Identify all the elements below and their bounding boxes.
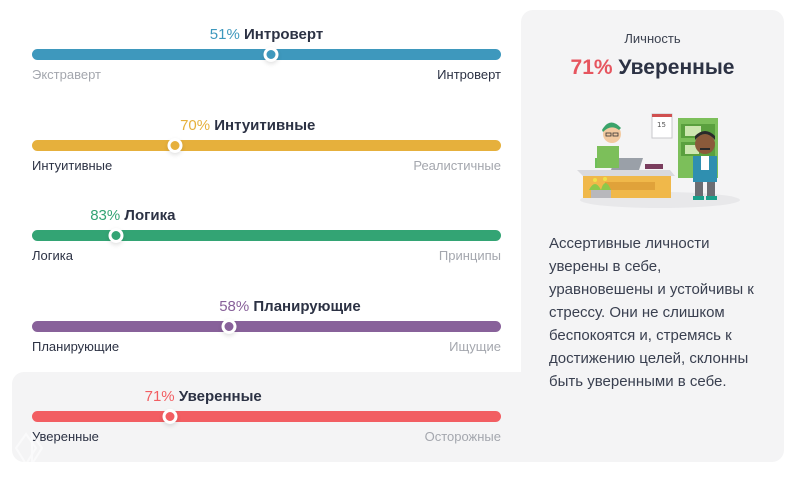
trait-percent: 71% [144, 388, 175, 405]
trait-left-label: Экстраверт [32, 67, 101, 82]
detail-name: Уверенные [618, 56, 735, 79]
trait-title: 83% Логика [90, 207, 175, 227]
trait-title: 58% Планирующие [219, 298, 360, 318]
trait-bar [32, 230, 501, 241]
detail-title: 71% Уверенные [521, 56, 784, 80]
svg-text:15: 15 [657, 121, 666, 129]
trait-bar [32, 411, 501, 422]
trait-percent: 58% [219, 298, 250, 315]
trait-name: Интуитивные [214, 117, 316, 134]
trait-right-label: Интроверт [437, 67, 501, 82]
trait-row-energy[interactable]: 51% Интроверт Экстраверт Интроверт [32, 26, 501, 96]
trait-left-label: Уверенные [32, 429, 99, 444]
trait-bar [32, 321, 501, 332]
trait-name: Уверенные [178, 388, 262, 405]
trait-title: 70% Интуитивные [180, 117, 315, 137]
trait-row-identity[interactable]: 71% Уверенные Уверенные Осторожные [32, 388, 501, 458]
trait-left-label: Планирующие [32, 339, 120, 354]
trait-right-label: Ищущие [449, 339, 501, 354]
trait-bar [32, 140, 501, 151]
trait-title: 71% Уверенные [145, 388, 262, 408]
office-scene-illustration: 15 [577, 113, 740, 208]
trait-percent: 83% [90, 207, 121, 224]
trait-left-label: Логика [32, 248, 73, 263]
trait-left-label: Интуитивные [32, 158, 113, 173]
trait-percent: 70% [180, 117, 211, 134]
trait-right-label: Принципы [438, 248, 501, 263]
trait-knob [108, 228, 124, 243]
trait-row-nature[interactable]: 83% Логика Логика Принципы [32, 207, 501, 277]
trait-row-tactics[interactable]: 58% Планирующие Планирующие Ищущие [32, 298, 501, 368]
detail-description: Ассертивные личности уверены в себе, ура… [549, 235, 754, 390]
detail-subtitle: Личность [624, 31, 681, 46]
trait-right-label: Реалистичные [413, 158, 501, 173]
trait-row-mind[interactable]: 70% Интуитивные Интуитивные Реалистичные [32, 117, 501, 187]
trait-name: Планирующие [253, 298, 361, 315]
trait-name: Интроверт [244, 26, 324, 43]
trait-knob [221, 319, 237, 334]
watermark-logo-icon [14, 430, 44, 468]
trait-right-label: Осторожные [424, 429, 501, 444]
trait-knob [162, 409, 178, 424]
trait-name: Логика [124, 207, 176, 224]
trait-knob [167, 138, 183, 153]
trait-title: 51% Интроверт [210, 26, 323, 46]
trait-knob [263, 47, 279, 62]
trait-detail-panel [521, 10, 784, 462]
detail-percent: 71% [570, 56, 613, 79]
trait-percent: 51% [209, 26, 240, 43]
